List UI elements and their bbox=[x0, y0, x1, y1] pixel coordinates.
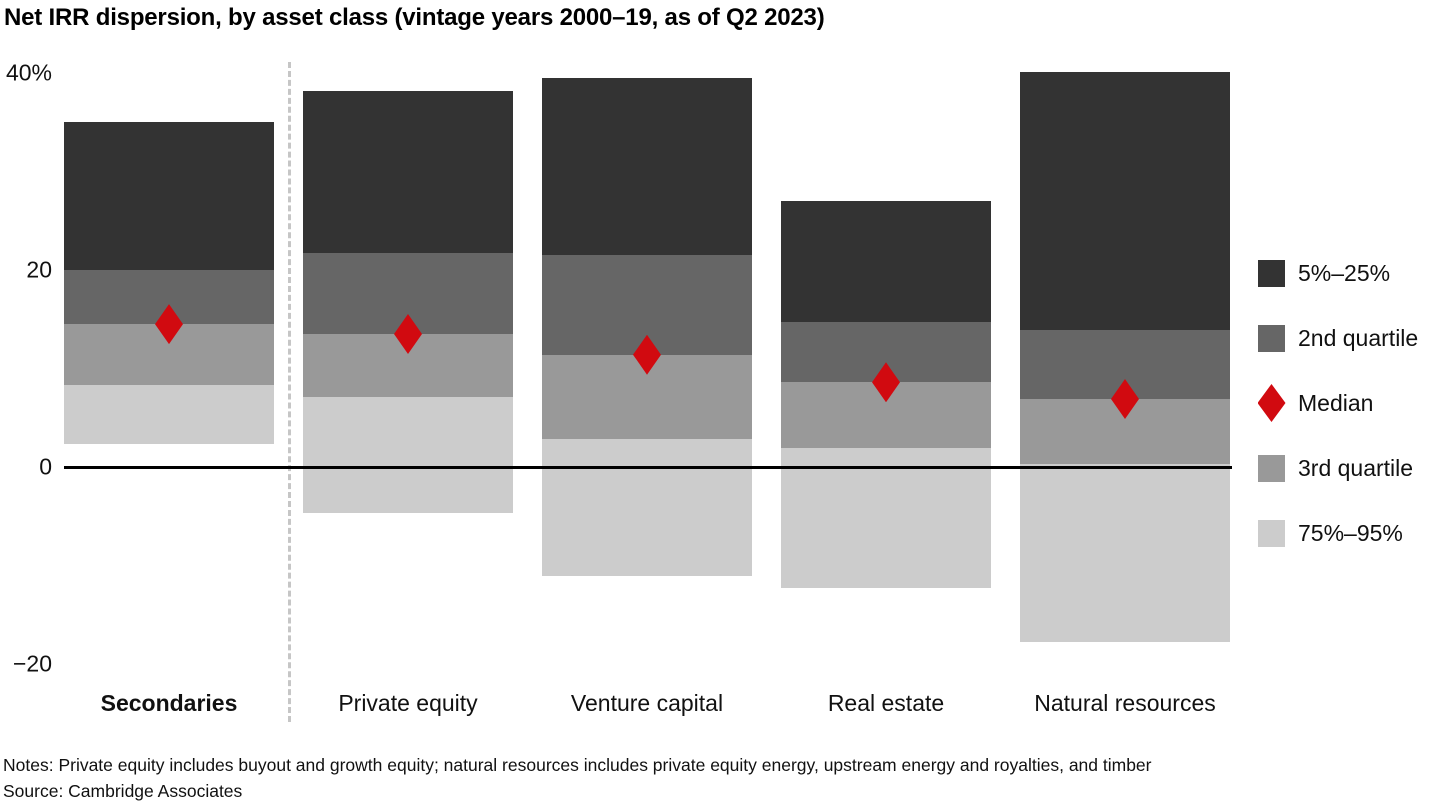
bar-segment-band-5-25 bbox=[1020, 72, 1230, 331]
chart-notes: Notes: Private equity includes buyout an… bbox=[3, 755, 1152, 775]
legend-swatch-icon bbox=[1258, 519, 1285, 547]
category-label: Natural resources bbox=[1034, 690, 1216, 716]
legend-item: Median bbox=[1257, 383, 1374, 423]
category-label: Private equity bbox=[338, 690, 478, 716]
legend-label: 75%–95% bbox=[1298, 519, 1403, 546]
bar-segment-band-75-95 bbox=[303, 397, 513, 514]
legend-median-diamond-icon bbox=[1257, 384, 1286, 422]
bar-segment-band-75-95 bbox=[781, 448, 991, 589]
legend-swatch-icon bbox=[1258, 454, 1285, 482]
legend-label: 3rd quartile bbox=[1298, 454, 1414, 481]
bar-segment-band-5-25 bbox=[542, 77, 752, 256]
legend-swatch-icon bbox=[1258, 259, 1285, 287]
category-label: Real estate bbox=[827, 690, 945, 716]
category-label: Venture capital bbox=[570, 690, 724, 716]
y-axis-tick-label: 0 bbox=[39, 453, 52, 480]
secondaries-divider-line bbox=[288, 62, 291, 722]
bar-segment-band-5-25 bbox=[781, 201, 991, 323]
chart-title: Net IRR dispersion, by asset class (vint… bbox=[4, 4, 825, 31]
legend-label: 2nd quartile bbox=[1298, 324, 1419, 351]
category-label: Secondaries bbox=[100, 690, 238, 716]
bar-segment-band-5-25 bbox=[64, 122, 274, 270]
legend-item: 2nd quartile bbox=[1258, 318, 1418, 358]
footnotes: Notes: Private equity includes buyout an… bbox=[3, 752, 1152, 804]
legend-swatch-icon bbox=[1258, 324, 1285, 352]
bar-segment-band-75-95 bbox=[542, 439, 752, 577]
zero-baseline bbox=[64, 465, 1232, 469]
bar-segment-band-75-95 bbox=[64, 385, 274, 445]
bar-segment-band-75-95 bbox=[1020, 464, 1230, 643]
chart-source: Source: Cambridge Associates bbox=[3, 781, 243, 801]
legend-item: 5%–25% bbox=[1258, 253, 1390, 293]
chart-area: 40% 20 0 −20 Secondaries Private equity Ventur… bbox=[5, 59, 1232, 722]
legend-label: 5%–25% bbox=[1298, 259, 1391, 286]
y-axis-tick-label: 40% bbox=[5, 59, 52, 86]
bar-segment-band-5-25 bbox=[303, 90, 513, 254]
legend-item: 75%–95% bbox=[1258, 513, 1403, 553]
legend-label: Median bbox=[1298, 389, 1374, 416]
y-axis-tick-label: 20 bbox=[26, 256, 52, 283]
legend-item: 3rd quartile bbox=[1258, 448, 1413, 488]
y-axis-tick-label: −20 bbox=[12, 650, 52, 677]
legend: 5%–25% 2nd quartile Median 3rd quartile 75%–… bbox=[1257, 0, 1440, 600]
